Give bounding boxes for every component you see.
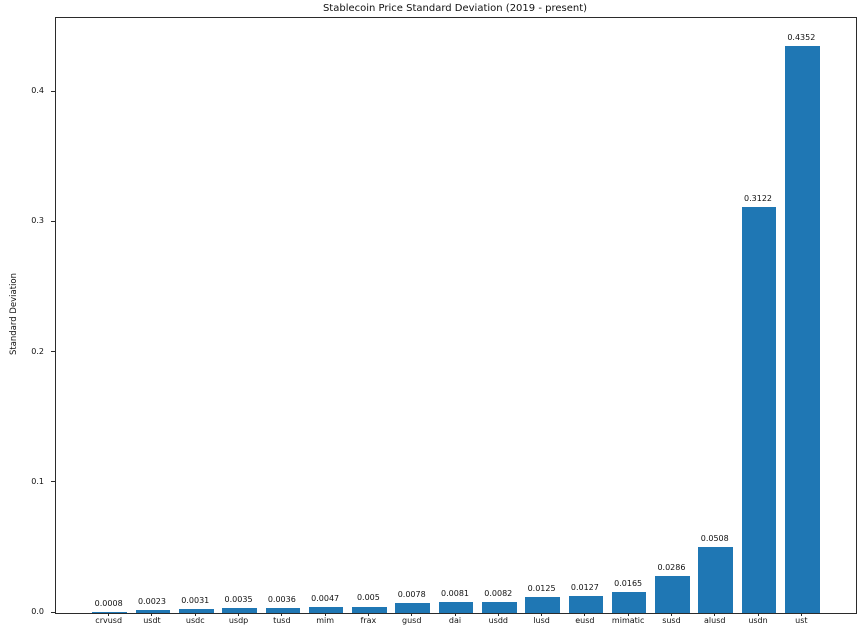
bar-value-label: 0.0286 (657, 562, 686, 572)
x-tick-mark (194, 613, 196, 616)
x-tick-label-gusd: gusd (402, 616, 422, 625)
bar-lusd (525, 596, 560, 613)
x-tick-mark (627, 613, 629, 616)
chart-title: Stablecoin Price Standard Deviation (201… (322, 3, 588, 14)
bar-usdt (135, 610, 171, 613)
bar-alusd (698, 546, 734, 613)
bar-value-label: 0.0031 (181, 595, 210, 605)
bar-usdc (178, 608, 214, 613)
bar-value-label: 0.0082 (484, 589, 513, 599)
bar-value-label: 0.0023 (137, 597, 166, 606)
bar-value-label: 0.0047 (311, 593, 340, 603)
y-tick-label: 0.4 (31, 86, 44, 96)
bar-value-label: 0.0036 (267, 595, 296, 605)
bar-frax (352, 606, 387, 613)
bar-value-label: 0.0081 (441, 589, 469, 599)
x-tick-mark (454, 613, 456, 616)
x-tick-mark (757, 613, 759, 616)
y-tick-mark (51, 220, 55, 222)
x-tick-mark (670, 613, 672, 616)
bar-value-label: 0.0008 (94, 598, 123, 608)
bar-gusd (395, 602, 431, 613)
y-tick-label: 0.0 (31, 607, 44, 616)
x-tick-mark (108, 613, 110, 616)
bar-usdp (222, 608, 257, 613)
y-tick-mark (51, 90, 55, 92)
bar-value-label: 0.0165 (614, 578, 643, 588)
x-tick-mark (800, 613, 802, 616)
x-tick-label-mimatic: mimatic (611, 616, 645, 625)
x-tick-mark (411, 613, 413, 616)
x-tick-mark (238, 613, 240, 616)
x-tick-label-usdc: usdc (185, 616, 205, 625)
plot-area (55, 17, 857, 614)
bar-crvusd (92, 611, 127, 613)
x-tick-mark (367, 613, 369, 616)
x-tick-label-susd: susd (662, 616, 681, 625)
bar-value-label: 0.0125 (527, 583, 556, 593)
x-tick-label-usdt: usdt (143, 616, 161, 625)
bar-ust (785, 46, 820, 613)
bar-value-label: 0.0127 (570, 583, 599, 593)
bar-mim (308, 606, 344, 613)
y-tick-label: 0.3 (31, 216, 44, 226)
x-tick-mark (151, 613, 153, 616)
bar-tusd (265, 608, 301, 613)
x-tick-label-eusd: eusd (575, 616, 595, 625)
y-tick-mark (51, 481, 55, 483)
bar-mimatic (611, 591, 647, 613)
x-tick-label-usdd: usdd (488, 616, 508, 625)
bar-value-label: 0.005 (356, 593, 380, 603)
bar-susd (655, 575, 690, 613)
x-tick-mark (497, 613, 499, 616)
bar-eusd (568, 596, 604, 613)
x-tick-label-crvusd: crvusd (95, 616, 123, 625)
x-tick-label-tusd: tusd (273, 616, 291, 625)
bar-dai (438, 602, 474, 613)
y-tick-label: 0.2 (31, 346, 44, 356)
y-axis-label: Standard Deviation (9, 272, 19, 356)
bar-value-label: 0.0078 (397, 589, 426, 599)
x-tick-label-usdn: usdn (748, 616, 768, 625)
x-tick-label-frax: frax (360, 616, 377, 625)
x-tick-mark (584, 613, 586, 616)
x-tick-label-alusd: alusd (704, 616, 726, 625)
bar-usdd (481, 602, 517, 613)
y-tick-mark (51, 611, 55, 613)
x-tick-label-lusd: lusd (533, 616, 550, 625)
bar-value-label: 0.4352 (787, 33, 816, 43)
y-tick-label: 0.1 (31, 476, 44, 486)
x-tick-mark (541, 613, 543, 616)
x-tick-label-ust: ust (795, 616, 808, 625)
x-tick-label-mim: mim (316, 616, 335, 625)
bar-value-label: 0.3122 (744, 193, 773, 203)
bar-value-label: 0.0035 (224, 595, 253, 605)
x-tick-mark (324, 613, 326, 616)
x-tick-mark (714, 613, 716, 616)
bar-value-label: 0.0508 (700, 533, 729, 543)
bar-usdn (741, 206, 777, 613)
x-tick-mark (281, 613, 283, 616)
x-tick-label-usdp: usdp (228, 616, 249, 625)
y-tick-mark (51, 351, 55, 353)
x-tick-label-dai: dai (448, 616, 462, 625)
